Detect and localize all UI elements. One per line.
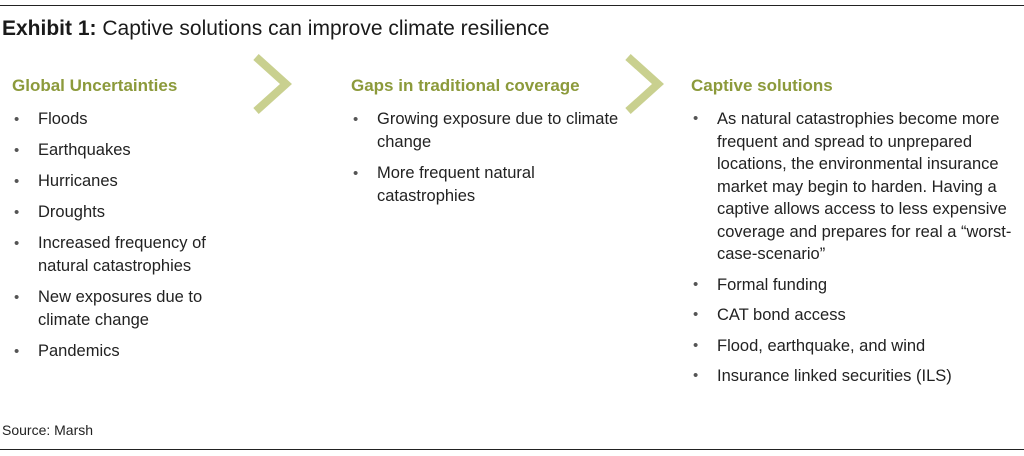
list-item: Earthquakes bbox=[12, 139, 244, 162]
top-rule bbox=[0, 5, 1024, 6]
chevron-right-icon bbox=[253, 54, 292, 114]
bullet-list: Floods Earthquakes Hurricanes Droughts I… bbox=[12, 108, 244, 363]
column-heading: Global Uncertainties bbox=[12, 76, 178, 95]
list-item: Droughts bbox=[12, 201, 244, 224]
list-item: Insurance linked securities (ILS) bbox=[691, 365, 1017, 388]
list-item: More frequent natural catastrophies bbox=[351, 162, 621, 208]
source-note: Source: Marsh bbox=[2, 422, 94, 438]
list-item: CAT bond access bbox=[691, 304, 1017, 327]
column-heading: Gaps in traditional coverage bbox=[351, 76, 580, 95]
column-global-uncertainties: Global Uncertainties Floods Earthquakes … bbox=[12, 74, 244, 371]
list-item: Hurricanes bbox=[12, 170, 244, 193]
list-item: Formal funding bbox=[691, 274, 1017, 297]
column-heading: Captive solutions bbox=[691, 76, 833, 95]
list-item: As natural catastrophies become more fre… bbox=[691, 108, 1017, 266]
exhibit-label: Exhibit 1: bbox=[2, 17, 97, 40]
bullet-list: As natural catastrophies become more fre… bbox=[691, 108, 1017, 388]
bullet-list: Growing exposure due to climate change M… bbox=[351, 108, 621, 208]
chevron-right-icon bbox=[625, 54, 664, 114]
list-item: Pandemics bbox=[12, 340, 244, 363]
list-item: Flood, earthquake, and wind bbox=[691, 335, 1017, 358]
exhibit-title: Exhibit 1: Captive solutions can improve… bbox=[2, 16, 549, 42]
column-captive-solutions: Captive solutions As natural catastrophi… bbox=[691, 74, 1017, 396]
column-gaps-in-traditional-coverage: Gaps in traditional coverage Growing exp… bbox=[351, 74, 621, 216]
exhibit-title-text: Captive solutions can improve climate re… bbox=[102, 17, 550, 40]
list-item: Increased frequency of natural catastrop… bbox=[12, 232, 244, 278]
list-item: New exposures due to climate change bbox=[12, 286, 244, 332]
list-item: Floods bbox=[12, 108, 244, 131]
list-item: Growing exposure due to climate change bbox=[351, 108, 621, 154]
bottom-rule bbox=[0, 449, 1024, 450]
